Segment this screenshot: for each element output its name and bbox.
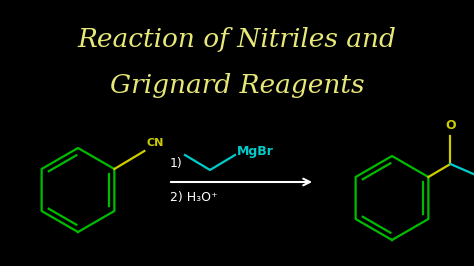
- Text: CN: CN: [146, 138, 164, 148]
- Text: Reaction of Nitriles and: Reaction of Nitriles and: [78, 27, 396, 52]
- Text: 2) H₃O⁺: 2) H₃O⁺: [170, 190, 218, 203]
- Text: MgBr: MgBr: [237, 145, 274, 158]
- Text: 1): 1): [170, 156, 183, 169]
- Text: O: O: [445, 119, 456, 132]
- Text: Grignard Reagents: Grignard Reagents: [110, 73, 364, 98]
